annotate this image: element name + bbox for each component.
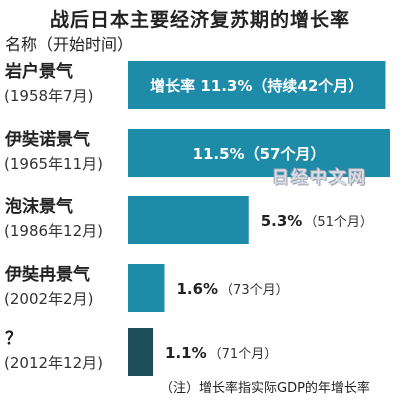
data-label-duration: （51个月） bbox=[304, 215, 373, 230]
category-label: 伊奘冉景气 bbox=[4, 264, 90, 285]
bar-4 bbox=[128, 264, 165, 312]
data-label: 1.1% bbox=[165, 344, 207, 362]
data-label: 11.5%（57个月） bbox=[193, 145, 326, 163]
category-start-date: (2012年12月) bbox=[4, 354, 103, 372]
category-label: 伊奘诺景气 bbox=[4, 129, 90, 150]
data-label-duration: （73个月） bbox=[220, 283, 289, 298]
data-label-duration: （71个月） bbox=[209, 347, 278, 362]
data-label: 5.3% bbox=[261, 212, 303, 230]
column-header: 名称（开始时间） bbox=[5, 35, 134, 54]
bar-3 bbox=[128, 196, 249, 244]
watermark: 日经中文网 bbox=[272, 168, 367, 188]
bar-2 bbox=[128, 129, 390, 177]
category-start-date: (1958年7月) bbox=[4, 87, 93, 105]
data-label: 增长率 11.3%（持续42个月） bbox=[150, 77, 363, 95]
data-label: 1.6% bbox=[176, 280, 218, 298]
category-start-date: (1986年12月) bbox=[4, 222, 103, 240]
category-start-date: (2002年2月) bbox=[4, 290, 93, 308]
bar-5 bbox=[128, 328, 154, 376]
category-label: 泡沫景气 bbox=[5, 196, 73, 217]
bar-1 bbox=[128, 61, 386, 109]
footnote: （注）增长率指实际GDP的年增长率 bbox=[160, 381, 370, 396]
category-label: 岩户景气 bbox=[4, 61, 73, 82]
category-label: ？ bbox=[5, 329, 22, 349]
chart-title: 战后日本主要经济复苏期的增长率 bbox=[49, 9, 350, 31]
category-start-date: (1965年11月) bbox=[4, 155, 103, 173]
